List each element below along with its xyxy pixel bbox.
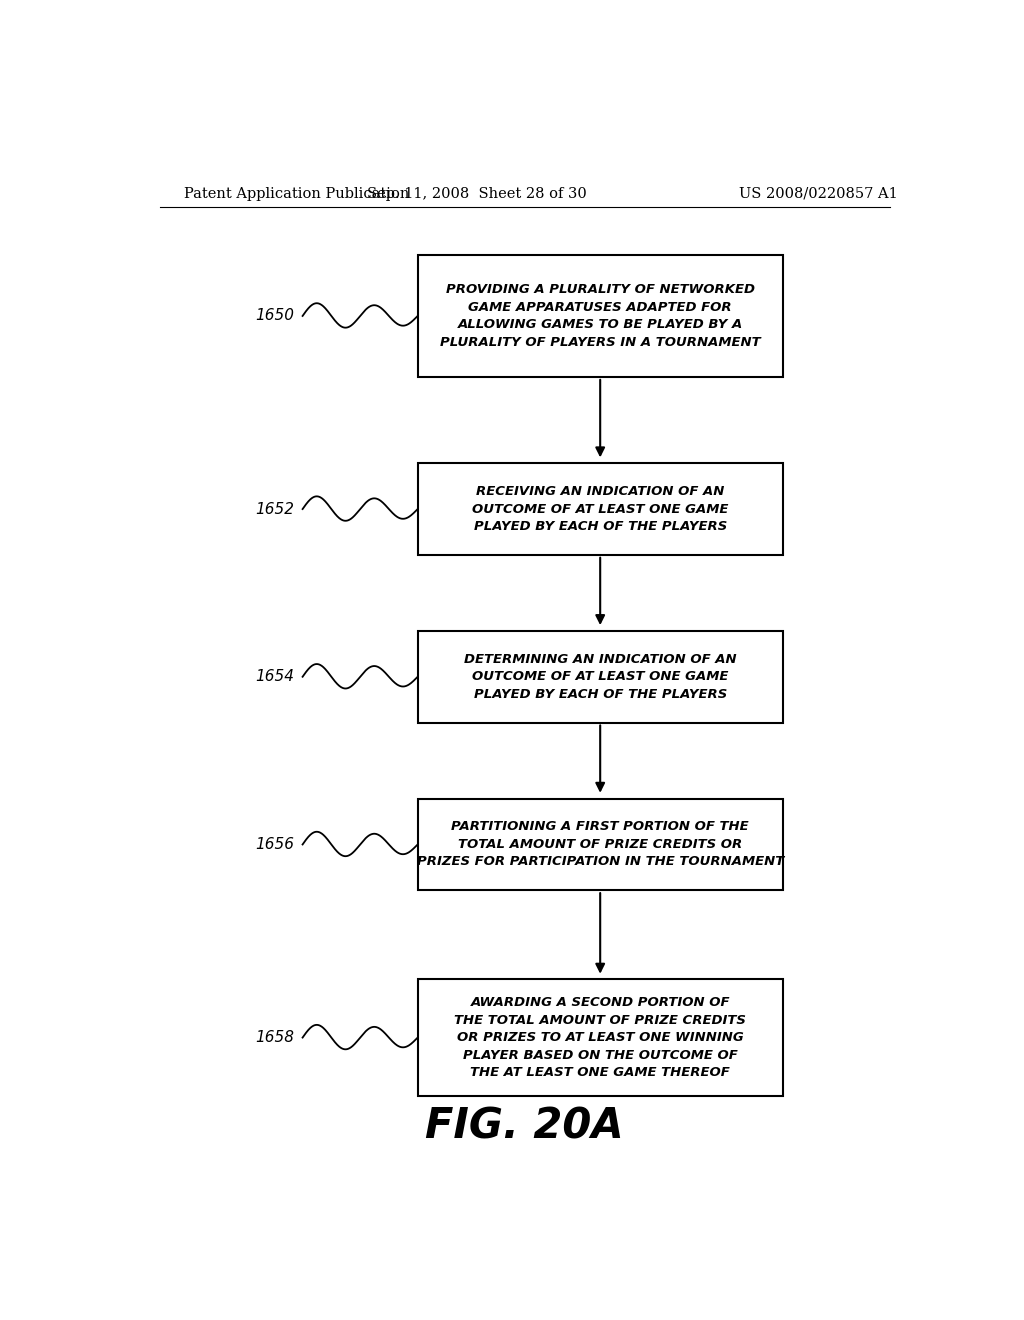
Text: 1652: 1652: [256, 502, 295, 516]
FancyBboxPatch shape: [418, 799, 782, 890]
Text: RECEIVING AN INDICATION OF AN
OUTCOME OF AT LEAST ONE GAME
PLAYED BY EACH OF THE: RECEIVING AN INDICATION OF AN OUTCOME OF…: [472, 484, 728, 533]
Text: 1658: 1658: [256, 1030, 295, 1045]
Text: AWARDING A SECOND PORTION OF
THE TOTAL AMOUNT OF PRIZE CREDITS
OR PRIZES TO AT L: AWARDING A SECOND PORTION OF THE TOTAL A…: [455, 997, 746, 1078]
Text: FIG. 20A: FIG. 20A: [426, 1105, 624, 1147]
FancyBboxPatch shape: [418, 255, 782, 378]
Text: 1656: 1656: [256, 837, 295, 851]
FancyBboxPatch shape: [418, 631, 782, 722]
Text: 1654: 1654: [256, 669, 295, 684]
Text: Patent Application Publication: Patent Application Publication: [183, 187, 409, 201]
Text: PARTITIONING A FIRST PORTION OF THE
TOTAL AMOUNT OF PRIZE CREDITS OR
PRIZES FOR : PARTITIONING A FIRST PORTION OF THE TOTA…: [417, 821, 783, 869]
FancyBboxPatch shape: [418, 463, 782, 554]
Text: DETERMINING AN INDICATION OF AN
OUTCOME OF AT LEAST ONE GAME
PLAYED BY EACH OF T: DETERMINING AN INDICATION OF AN OUTCOME …: [464, 653, 736, 701]
Text: Sep. 11, 2008  Sheet 28 of 30: Sep. 11, 2008 Sheet 28 of 30: [368, 187, 587, 201]
Text: 1650: 1650: [256, 309, 295, 323]
Text: US 2008/0220857 A1: US 2008/0220857 A1: [739, 187, 898, 201]
Text: PROVIDING A PLURALITY OF NETWORKED
GAME APPARATUSES ADAPTED FOR
ALLOWING GAMES T: PROVIDING A PLURALITY OF NETWORKED GAME …: [440, 284, 761, 348]
FancyBboxPatch shape: [418, 979, 782, 1096]
